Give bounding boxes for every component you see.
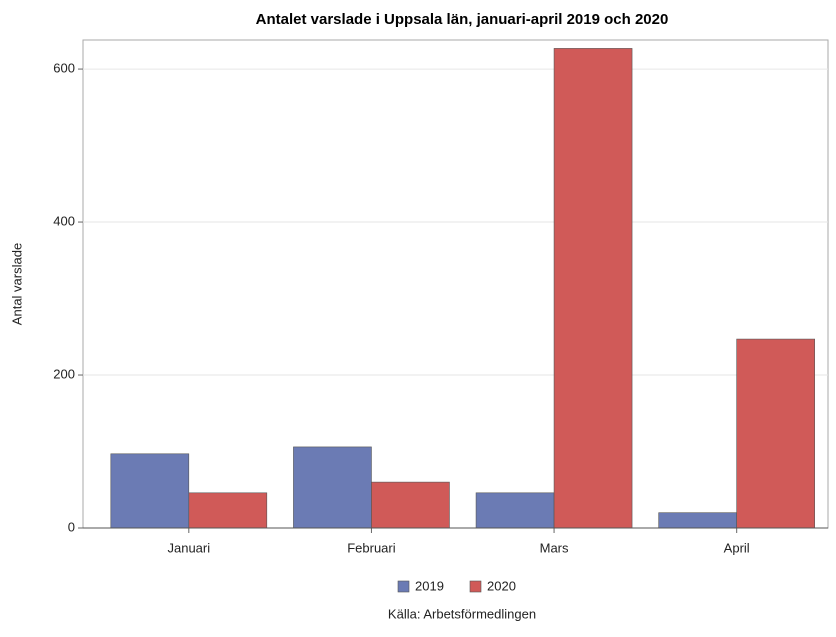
x-tick-label: Januari — [167, 540, 210, 555]
legend-label: 2020 — [487, 578, 516, 593]
bar — [736, 338, 815, 529]
plot-frame — [82, 39, 829, 529]
y-tick-label: 400 — [53, 213, 75, 228]
bar — [371, 481, 450, 529]
bar — [188, 492, 268, 529]
legend-label: 2019 — [415, 578, 444, 593]
y-axis-label: Antal varslade — [9, 243, 24, 325]
y-tick-label: 0 — [68, 519, 75, 534]
legend-swatch — [397, 580, 410, 593]
legend-swatch — [469, 580, 482, 593]
bar — [553, 48, 633, 529]
x-tick-label: Mars — [540, 540, 569, 555]
bar — [475, 492, 555, 529]
bar — [110, 453, 190, 529]
y-tick-label: 200 — [53, 366, 75, 381]
x-tick-label: Februari — [347, 540, 396, 555]
source: Källa: Arbetsförmedlingen — [388, 606, 536, 621]
chart-title: Antalet varslade i Uppsala län, januari-… — [256, 11, 669, 28]
x-tick-label: April — [724, 540, 750, 555]
y-tick-label: 600 — [53, 61, 75, 76]
bar — [293, 446, 372, 529]
bar — [658, 512, 737, 529]
